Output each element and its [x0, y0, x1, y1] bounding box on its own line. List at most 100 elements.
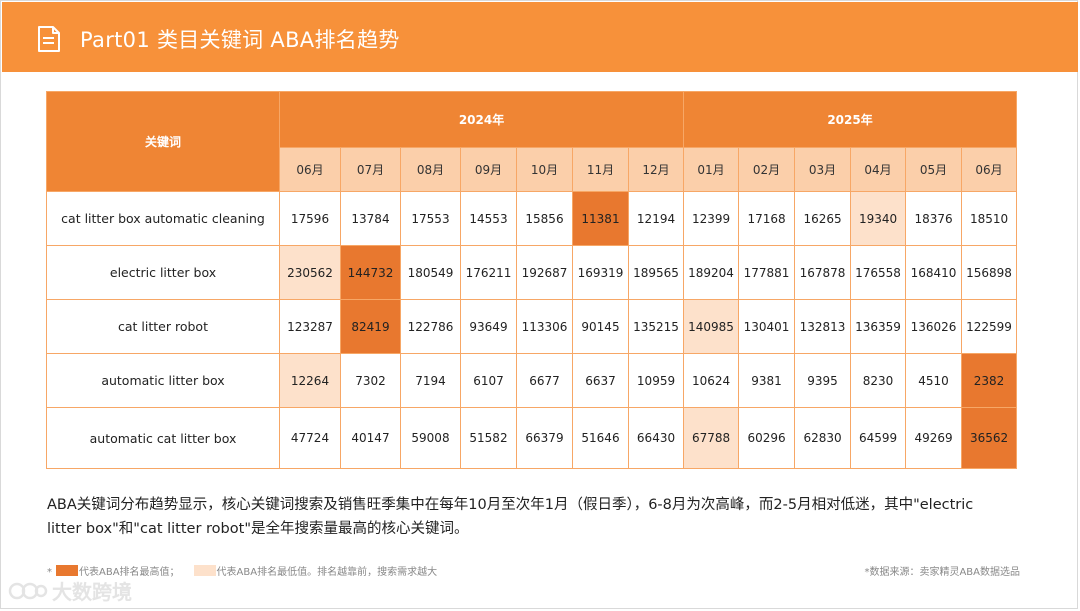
rank-value-cell: 66430	[627, 407, 685, 469]
page-title: Part01 类目关键词 ABA排名趋势	[80, 28, 400, 52]
legend-highest-swatch	[56, 565, 78, 576]
watermark-logo-icon	[8, 582, 48, 600]
rank-value-cell: 9395	[794, 353, 852, 408]
legend-lowest-text: 代表ABA排名最低值。排名越靠前，搜索需求越大	[216, 567, 438, 578]
rank-value-cell: 136359	[850, 299, 907, 354]
rank-value-cell: 156898	[961, 245, 1018, 300]
rank-value-cell: 14553	[460, 191, 517, 246]
rank-value-cell: 135215	[627, 299, 685, 354]
rank-value-cell: 12264	[279, 353, 341, 408]
rank-value-cell: 10959	[627, 353, 685, 408]
rank-value-cell: 40147	[340, 407, 401, 469]
table-body: cat litter box automatic cleaning 17596 13…	[46, 191, 1018, 469]
month-header: 12月	[627, 147, 685, 192]
table-row: automatic litter box 12264 7302 7194 6107 667…	[46, 353, 1018, 408]
table-row: automatic cat litter box 47724 40147 59008 5…	[46, 407, 1018, 469]
rank-value-cell: 66379	[516, 407, 573, 469]
rank-value-cell: 17553	[400, 191, 461, 246]
month-header: 06月	[961, 147, 1018, 192]
rank-value-cell: 8230	[850, 353, 907, 408]
rank-value-cell: 18376	[905, 191, 963, 246]
rank-value-cell: 13784	[340, 191, 401, 246]
rank-value-cell: 132813	[794, 299, 852, 354]
rank-value-cell: 189204	[683, 245, 740, 300]
rank-value-cell: 6637	[572, 353, 629, 408]
rank-value-cell: 167878	[794, 245, 852, 300]
rank-value-cell: 123287	[279, 299, 341, 354]
table-row: cat litter robot 123287 82419 122786 93649 11…	[46, 299, 1018, 354]
rank-value-cell: 7194	[400, 353, 461, 408]
rank-value-cell: 51582	[460, 407, 517, 469]
rank-value-cell: 11381	[572, 191, 629, 246]
rank-value-cell: 230562	[279, 245, 341, 300]
month-header: 04月	[850, 147, 907, 192]
rank-value-cell: 18510	[961, 191, 1018, 246]
month-header: 07月	[340, 147, 401, 192]
rank-value-cell: 82419	[340, 299, 401, 354]
rank-value-cell: 192687	[516, 245, 573, 300]
rank-value-cell: 16265	[794, 191, 852, 246]
keyword-cell: cat litter robot	[46, 299, 280, 354]
rank-value-cell: 17168	[738, 191, 796, 246]
rank-value-cell: 2382	[961, 353, 1018, 408]
rank-value-cell: 12399	[683, 191, 740, 246]
rank-value-cell: 64599	[850, 407, 907, 469]
rank-value-cell: 113306	[516, 299, 573, 354]
month-header: 11月	[572, 147, 629, 192]
rank-value-cell: 12194	[627, 191, 685, 246]
month-header: 05月	[905, 147, 963, 192]
year-header-2024: 2024年	[278, 91, 685, 148]
rank-value-cell: 49269	[905, 407, 963, 469]
table-row: cat litter box automatic cleaning 17596 13…	[46, 191, 1018, 246]
rank-value-cell: 136026	[905, 299, 963, 354]
rank-value-cell: 59008	[400, 407, 461, 469]
legend-prefix: *	[47, 567, 52, 578]
rank-value-cell: 90145	[572, 299, 629, 354]
rank-value-cell: 10624	[683, 353, 740, 408]
title-bar: Part01 类目关键词 ABA排名趋势	[2, 2, 1078, 72]
legend-highest-text: 代表ABA排名最高值；	[79, 567, 180, 578]
rank-value-cell: 176211	[460, 245, 517, 300]
month-header: 08月	[400, 147, 461, 192]
rank-value-cell: 6107	[460, 353, 517, 408]
rank-value-cell: 60296	[738, 407, 796, 469]
rank-value-cell: 36562	[961, 407, 1018, 469]
rank-value-cell: 47724	[279, 407, 341, 469]
document-icon	[38, 26, 60, 52]
rank-value-cell: 4510	[905, 353, 963, 408]
rank-value-cell: 9381	[738, 353, 796, 408]
month-header: 10月	[516, 147, 573, 192]
watermark: 大数跨境	[8, 576, 132, 605]
keyword-cell: cat litter box automatic cleaning	[46, 191, 280, 246]
rank-value-cell: 7302	[340, 353, 401, 408]
keyword-rank-table: 关键词 2024年 2025年 06月 07月 08月 09月 10月 11月 12月 01月…	[46, 91, 1018, 469]
rank-value-cell: 62830	[794, 407, 852, 469]
rank-value-cell: 189565	[627, 245, 685, 300]
rank-value-cell: 122786	[400, 299, 461, 354]
rank-value-cell: 19340	[850, 191, 907, 246]
month-header-row: 06月 07月 08月 09月 10月 11月 12月 01月 02月 03月 04月 05月 06月	[47, 147, 1018, 192]
keyword-cell: automatic cat litter box	[46, 407, 280, 469]
rank-value-cell: 144732	[340, 245, 401, 300]
rank-value-cell: 67788	[683, 407, 740, 469]
rank-value-cell: 93649	[460, 299, 517, 354]
rank-value-cell: 6677	[516, 353, 573, 408]
rank-value-cell: 169319	[572, 245, 629, 300]
keyword-cell: automatic litter box	[46, 353, 280, 408]
rank-value-cell: 168410	[905, 245, 963, 300]
rank-value-cell: 177881	[738, 245, 796, 300]
watermark-text: 大数跨境	[52, 580, 132, 604]
rank-value-cell: 130401	[738, 299, 796, 354]
keyword-cell: electric litter box	[46, 245, 280, 300]
rank-value-cell: 180549	[400, 245, 461, 300]
legend-lowest-swatch	[193, 565, 216, 576]
legend: * 代表ABA排名最高值； 代表ABA排名最低值。排名越靠前，搜索需求越大	[47, 563, 437, 578]
month-header: 02月	[738, 147, 796, 192]
keyword-column-header: 关键词	[46, 91, 280, 192]
summary-text: ABA关键词分布趋势显示，核心关键词搜索及销售旺季集中在每年10月至次年1月（假…	[47, 497, 974, 537]
month-header: 01月	[683, 147, 740, 192]
rank-value-cell: 176558	[850, 245, 907, 300]
rank-value-cell: 51646	[572, 407, 629, 469]
month-header: 09月	[460, 147, 517, 192]
